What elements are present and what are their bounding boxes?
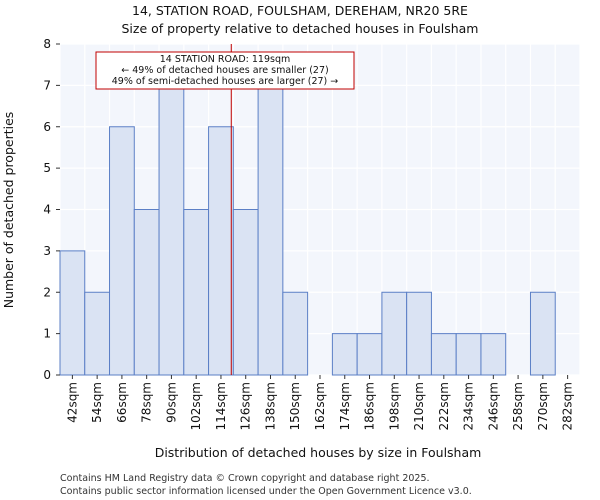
- y-tick-label: 0: [43, 368, 51, 382]
- x-tick-label: 126sqm: [239, 382, 253, 430]
- y-axis-ticks: 0 1 2 3 4 5 6 7 8: [43, 37, 60, 382]
- chart-subtitle: Size of property relative to detached ho…: [122, 21, 479, 36]
- annotation-frame: [95, 51, 355, 90]
- x-tick-label: 186sqm: [363, 382, 377, 430]
- x-tick-label: 54sqm: [90, 382, 104, 423]
- y-tick-label: 6: [43, 120, 51, 134]
- histogram-bar: [529, 291, 556, 376]
- histogram-bar: [232, 209, 259, 376]
- x-tick-label: 162sqm: [313, 382, 327, 430]
- y-tick-label: 7: [43, 78, 51, 92]
- x-axis-label: Distribution of detached houses by size …: [155, 445, 482, 460]
- x-tick-label: 222sqm: [437, 382, 451, 430]
- histogram-bar: [84, 291, 111, 376]
- x-tick-label: 234sqm: [462, 382, 476, 430]
- footer-line-1: Contains HM Land Registry data © Crown c…: [60, 473, 430, 484]
- x-axis-ticks: 42sqm 54sqm 66sqm 78sqm 90sqm 102sqm 114sqm 126…: [65, 375, 575, 430]
- x-tick-label: 42sqm: [65, 382, 79, 423]
- y-tick-label: 5: [43, 161, 51, 175]
- histogram-bar: [331, 333, 358, 376]
- x-tick-label: 138sqm: [263, 382, 277, 430]
- x-tick-label: 150sqm: [288, 382, 302, 430]
- histogram-bar: [133, 209, 160, 376]
- y-tick-label: 1: [43, 327, 51, 341]
- x-tick-label: 246sqm: [486, 382, 500, 430]
- x-tick-label: 174sqm: [338, 382, 352, 430]
- histogram-bar: [356, 333, 383, 376]
- histogram-bar: [257, 84, 284, 376]
- x-tick-label: 282sqm: [561, 382, 575, 430]
- histogram-bar: [480, 333, 507, 376]
- histogram-bar: [282, 291, 309, 376]
- annotation-line-larger: 49% of semi-detached houses are larger (…: [112, 76, 339, 87]
- histogram-bar: [430, 333, 457, 376]
- x-tick-label: 210sqm: [412, 382, 426, 430]
- y-axis-label: Number of detached properties: [1, 112, 16, 309]
- histogram-bar: [406, 291, 432, 376]
- y-tick-label: 3: [43, 244, 51, 258]
- y-tick-label: 4: [43, 203, 51, 217]
- bars: [59, 84, 556, 376]
- x-tick-label: 102sqm: [189, 382, 203, 430]
- x-tick-label: 66sqm: [115, 382, 129, 423]
- histogram-bar: [59, 250, 86, 376]
- histogram-bar: [208, 126, 234, 376]
- annotation-line-smaller: ← 49% of detached houses are smaller (27…: [121, 65, 328, 76]
- footer-line-2: Contains public sector information licen…: [60, 486, 472, 497]
- y-tick-label: 2: [43, 285, 51, 299]
- x-tick-label: 258sqm: [511, 382, 525, 430]
- x-tick-label: 78sqm: [140, 382, 154, 423]
- histogram-bar: [109, 126, 135, 376]
- histogram-bar: [183, 209, 210, 376]
- x-tick-label: 198sqm: [387, 382, 401, 430]
- x-tick-label: 270sqm: [536, 382, 550, 430]
- annotation-line-property: 14 STATION ROAD: 119sqm: [160, 54, 291, 65]
- chart-title: 14, STATION ROAD, FOULSHAM, DEREHAM, NR2…: [132, 3, 468, 18]
- annotation-box: 14 STATION ROAD: 119sqm ← 49% of detache…: [95, 51, 355, 90]
- x-tick-label: 90sqm: [164, 382, 178, 423]
- histogram-bar: [158, 84, 185, 376]
- x-tick-label: 114sqm: [214, 382, 228, 430]
- histogram-bar: [455, 333, 482, 376]
- y-tick-label: 8: [43, 37, 51, 51]
- histogram-bar: [381, 291, 408, 376]
